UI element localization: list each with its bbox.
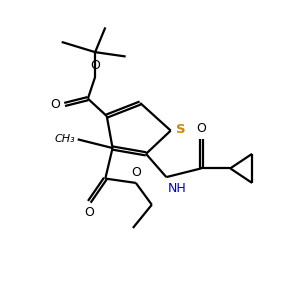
Text: NH: NH [168,182,187,195]
Text: O: O [84,206,94,219]
Text: O: O [196,122,206,135]
Text: O: O [131,166,141,179]
Text: O: O [51,98,60,111]
Text: S: S [176,123,185,136]
Text: CH₃: CH₃ [54,134,75,144]
Text: O: O [90,60,100,72]
